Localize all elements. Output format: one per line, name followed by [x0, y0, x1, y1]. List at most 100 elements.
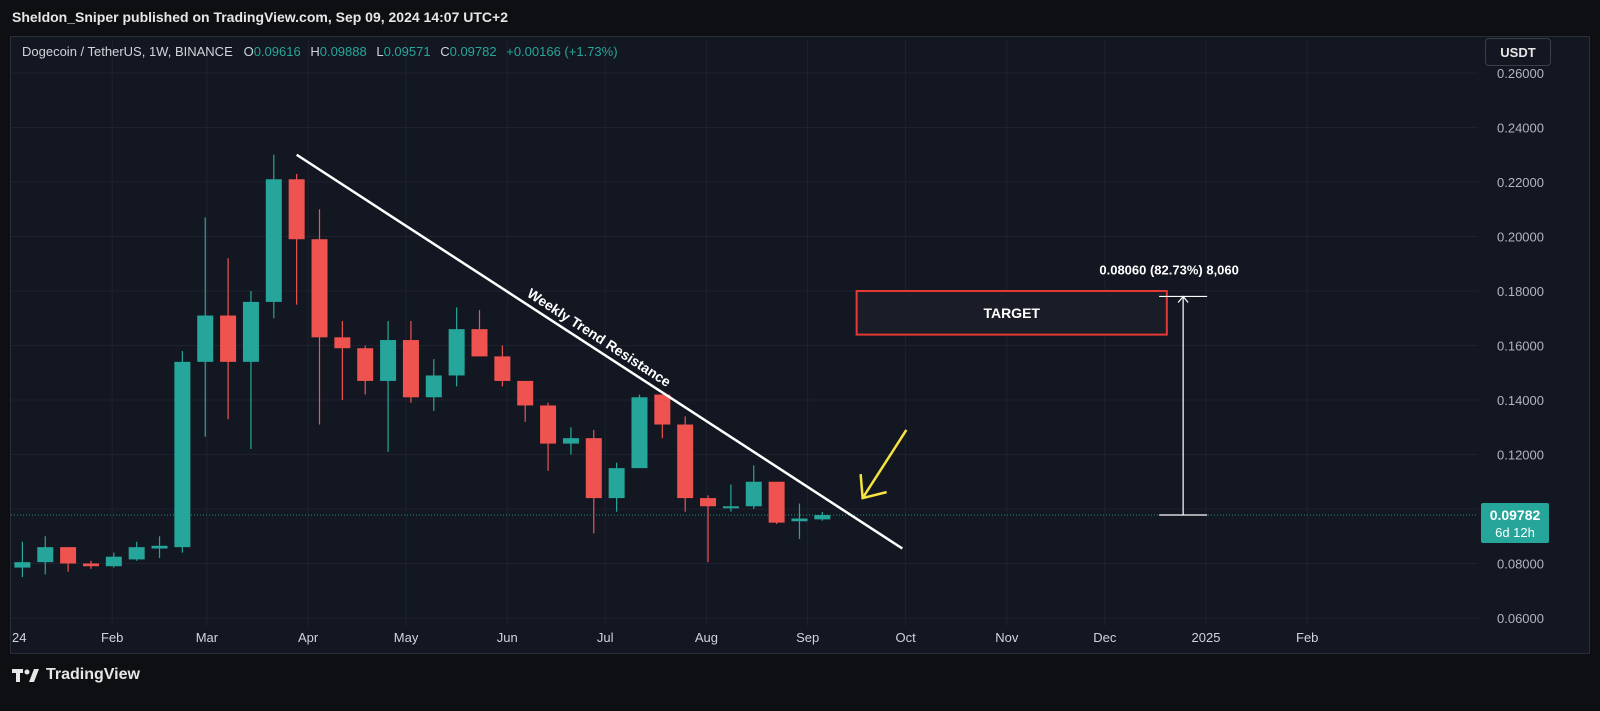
- candle: [60, 547, 77, 572]
- candle-body: [197, 315, 214, 362]
- candle-body: [814, 514, 831, 520]
- candle-body: [128, 547, 145, 560]
- candle-body: [174, 361, 191, 548]
- candle: [242, 291, 259, 450]
- tradingview-logo[interactable]: TradingView: [12, 666, 140, 684]
- currency-button[interactable]: USDT: [1485, 38, 1551, 66]
- pointer-arrow: [861, 429, 908, 499]
- candle: [197, 217, 214, 437]
- time-tick-label: 24: [12, 630, 26, 645]
- price-tick-label: 0.20000: [1497, 230, 1544, 245]
- time-tick-label: Jun: [497, 630, 518, 645]
- open-label: O: [243, 44, 254, 59]
- measure-arrowhead: [1177, 295, 1189, 303]
- candle: [562, 427, 579, 455]
- candle-body: [768, 481, 785, 523]
- candle: [585, 429, 602, 534]
- candle-body: [220, 315, 237, 362]
- time-axis: 24 Feb Mar Apr May Jun Jul Aug Sep Oct Nov Dec 2025 F…: [12, 630, 1318, 645]
- current-price-value: 0.09782: [1490, 507, 1541, 523]
- candle-body: [14, 562, 31, 568]
- tradingview-logo-icon: [12, 669, 39, 682]
- high-label: H: [310, 44, 320, 59]
- candle-body: [0, 509, 8, 542]
- candle-body: [494, 356, 511, 381]
- symbol-legend[interactable]: Dogecoin / TetherUS, 1W, BINANCE O0.0961…: [22, 44, 618, 59]
- candle: [174, 350, 191, 553]
- pointer-arrowhead: [859, 473, 887, 500]
- candle-body: [334, 337, 351, 349]
- candle: [128, 541, 145, 561]
- time-tick-label: Jul: [597, 630, 614, 645]
- candle-body: [151, 545, 168, 549]
- price-tick-label: 0.22000: [1497, 175, 1544, 190]
- candle: [265, 154, 282, 319]
- chart-annotations: Weekly Trend Resistance TARGET 0.08060 (82…: [295, 153, 1239, 550]
- published-info: Sheldon_Sniper published on TradingView.…: [12, 9, 508, 25]
- candle-body: [585, 438, 602, 499]
- candle-body: [265, 179, 282, 302]
- price-tick-label: 0.18000: [1497, 284, 1544, 299]
- candle-body: [105, 556, 122, 567]
- close-value: 0.09782: [449, 44, 497, 59]
- candle-body: [471, 329, 488, 357]
- candle-body: [654, 394, 671, 425]
- candle: [151, 536, 168, 559]
- price-tick-label: 0.06000: [1497, 611, 1544, 626]
- tradingview-brand: TradingView: [46, 666, 140, 683]
- price-tick-label: 0.12000: [1497, 448, 1544, 463]
- time-tick-label: Oct: [895, 630, 916, 645]
- low-value: 0.09571: [383, 44, 431, 59]
- candle-body: [517, 380, 534, 406]
- trendline-resistance: [295, 153, 904, 550]
- candle: [517, 380, 534, 422]
- candle-body: [562, 438, 579, 444]
- candle: [608, 462, 625, 512]
- time-tick-label: Feb: [1296, 630, 1318, 645]
- candle-body: [425, 375, 442, 398]
- measure-label: 0.08060 (82.73%) 8,060: [1099, 262, 1239, 277]
- candle: [448, 307, 465, 387]
- candle-body: [677, 424, 694, 499]
- candle: [631, 394, 648, 469]
- footer-bar: [0, 654, 1600, 711]
- price-axis: 0.060000.080000.100000.120000.140000.160…: [1481, 66, 1549, 626]
- candle: [288, 173, 305, 305]
- price-tick-label: 0.26000: [1497, 66, 1544, 81]
- candle-body: [242, 301, 259, 362]
- low-label: L: [376, 44, 384, 59]
- candle: [380, 320, 397, 452]
- bar-countdown: 6d 12h: [1495, 525, 1535, 540]
- candle-body: [631, 397, 648, 469]
- open-value: 0.09616: [253, 44, 301, 59]
- candle: [677, 416, 694, 512]
- candle-body: [380, 340, 397, 381]
- target-label: TARGET: [983, 305, 1040, 321]
- high-value: 0.09888: [319, 44, 367, 59]
- candle: [105, 552, 122, 568]
- time-tick-label: Feb: [101, 630, 123, 645]
- candlestick-series: [0, 154, 1478, 578]
- candle-body: [37, 547, 54, 563]
- top-bar: Sheldon_Sniper published on TradingView.…: [0, 0, 1600, 36]
- candle: [0, 509, 8, 569]
- trendline-label: Weekly Trend Resistance: [524, 285, 674, 390]
- time-tick-label: May: [394, 630, 419, 645]
- candle-body: [791, 518, 808, 522]
- candle: [814, 511, 831, 521]
- time-tick-label: Dec: [1093, 630, 1117, 645]
- change-value: +0.00166 (+1.73%): [506, 44, 618, 59]
- candle-body: [357, 348, 374, 381]
- candle: [37, 536, 54, 575]
- symbol-name[interactable]: Dogecoin / TetherUS, 1W, BINANCE: [22, 44, 233, 59]
- candle-body: [745, 481, 762, 507]
- candle: [494, 345, 511, 387]
- price-tick-label: 0.14000: [1497, 393, 1544, 408]
- candle-body: [608, 468, 625, 499]
- candle-body: [82, 563, 99, 567]
- candle: [14, 541, 31, 578]
- candle: [402, 320, 419, 403]
- price-tick-label: 0.08000: [1497, 557, 1544, 572]
- grid-lines: [11, 40, 1478, 626]
